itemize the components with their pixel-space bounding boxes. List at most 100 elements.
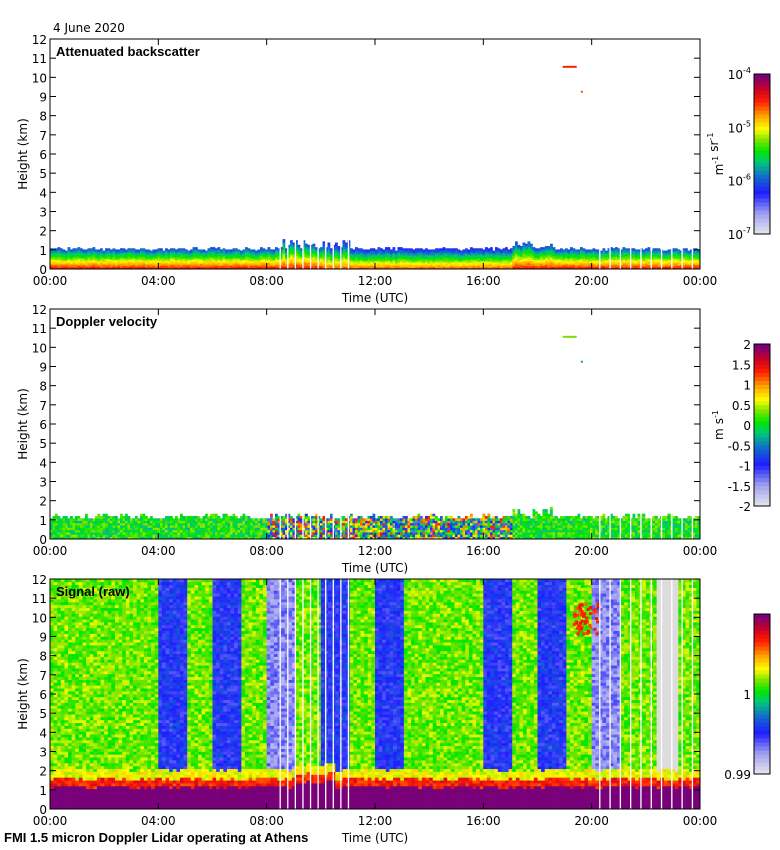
cell [292, 243, 296, 246]
cell [527, 249, 531, 251]
cell [530, 250, 533, 253]
cell [227, 254, 231, 256]
cell [425, 255, 428, 257]
cell [52, 534, 56, 537]
cell [440, 249, 443, 251]
cell [137, 257, 141, 259]
cell [292, 244, 296, 247]
cell [105, 251, 108, 254]
cell [520, 247, 523, 249]
cell [422, 257, 426, 259]
cell [235, 250, 238, 253]
cell [420, 248, 423, 250]
cell [282, 250, 286, 253]
cell [440, 259, 443, 262]
cell [517, 249, 521, 251]
cell [302, 264, 306, 266]
colorbar-swatch [754, 74, 770, 79]
cell [197, 266, 201, 269]
cell [205, 251, 208, 254]
cell [105, 257, 108, 259]
cell [502, 250, 506, 253]
cell [152, 255, 156, 257]
cell [445, 266, 448, 269]
cell [175, 258, 178, 261]
cell [247, 251, 251, 254]
cell [535, 255, 538, 257]
cell [232, 255, 236, 257]
cell [50, 248, 53, 250]
cell [427, 255, 431, 257]
cell [122, 254, 126, 256]
cell [542, 248, 546, 250]
cell [542, 263, 546, 265]
cell [477, 248, 481, 250]
cell [370, 262, 373, 264]
cell [302, 265, 306, 267]
x-tick-label: 08:00 [249, 274, 284, 288]
cell [62, 527, 66, 531]
cell [382, 262, 386, 264]
cell [545, 246, 548, 248]
cell [555, 264, 558, 266]
cell [430, 259, 433, 262]
cell [80, 260, 83, 263]
cell [160, 262, 163, 264]
cell [537, 250, 541, 253]
cell [365, 249, 368, 251]
cell [350, 256, 353, 258]
cell [485, 251, 488, 254]
cell [100, 256, 103, 258]
cell [165, 255, 168, 257]
cell [402, 255, 406, 257]
cell [532, 256, 536, 258]
cell [270, 249, 273, 251]
cell [475, 256, 478, 258]
cell [555, 262, 558, 264]
cell [342, 260, 346, 263]
cell [280, 260, 283, 263]
cell [55, 249, 58, 251]
cell [302, 248, 306, 250]
cell [270, 259, 273, 262]
cell [337, 265, 341, 267]
cell [472, 256, 476, 258]
cell [355, 264, 358, 266]
cell [325, 256, 328, 258]
cell [605, 250, 608, 253]
cell [402, 260, 406, 263]
cell [242, 252, 246, 255]
cell [307, 263, 311, 265]
cell [445, 260, 448, 263]
cell [337, 249, 341, 251]
cell [130, 250, 133, 253]
cell [547, 247, 551, 249]
cell [280, 255, 283, 257]
cell [115, 252, 118, 255]
cell [535, 266, 538, 269]
cell [480, 252, 483, 255]
cell [320, 266, 323, 269]
cell [560, 263, 563, 265]
cell [67, 257, 71, 259]
cell [185, 262, 188, 264]
cell [485, 264, 488, 266]
cell [75, 256, 78, 258]
cell [150, 264, 153, 266]
x-tick-label: 20:00 [574, 274, 609, 288]
cell [270, 256, 273, 258]
cell [135, 262, 138, 264]
cell [415, 256, 418, 258]
cell [310, 251, 313, 254]
cell [175, 260, 178, 263]
cell [535, 250, 538, 253]
cell [137, 252, 141, 255]
cell [345, 257, 348, 259]
cell [182, 250, 186, 253]
cell [550, 256, 553, 258]
cell [397, 250, 401, 253]
cell [200, 251, 203, 254]
cell [197, 256, 201, 258]
cell [530, 252, 533, 255]
cell [435, 250, 438, 253]
